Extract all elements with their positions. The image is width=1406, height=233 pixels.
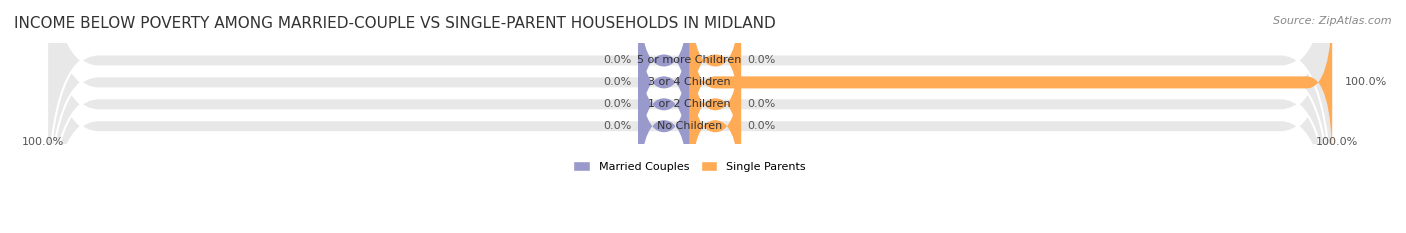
FancyBboxPatch shape (690, 23, 741, 186)
FancyBboxPatch shape (690, 0, 741, 142)
Text: 0.0%: 0.0% (748, 55, 776, 65)
Legend: Married Couples, Single Parents: Married Couples, Single Parents (569, 157, 810, 176)
Text: 0.0%: 0.0% (603, 77, 631, 87)
FancyBboxPatch shape (638, 45, 690, 208)
FancyBboxPatch shape (638, 1, 690, 164)
Text: Source: ZipAtlas.com: Source: ZipAtlas.com (1274, 16, 1392, 26)
Text: 100.0%: 100.0% (21, 137, 63, 147)
Text: 0.0%: 0.0% (748, 99, 776, 109)
Text: 1 or 2 Children: 1 or 2 Children (648, 99, 731, 109)
Text: 3 or 4 Children: 3 or 4 Children (648, 77, 731, 87)
FancyBboxPatch shape (48, 0, 1333, 233)
Text: 5 or more Children: 5 or more Children (637, 55, 742, 65)
FancyBboxPatch shape (48, 0, 1333, 233)
FancyBboxPatch shape (48, 0, 1333, 233)
Text: No Children: No Children (657, 121, 723, 131)
Text: 100.0%: 100.0% (1346, 77, 1388, 87)
FancyBboxPatch shape (690, 1, 1333, 164)
Text: INCOME BELOW POVERTY AMONG MARRIED-COUPLE VS SINGLE-PARENT HOUSEHOLDS IN MIDLAND: INCOME BELOW POVERTY AMONG MARRIED-COUPL… (14, 16, 776, 31)
Text: 100.0%: 100.0% (1316, 137, 1358, 147)
Text: 0.0%: 0.0% (603, 121, 631, 131)
FancyBboxPatch shape (690, 45, 741, 208)
Text: 0.0%: 0.0% (748, 121, 776, 131)
Text: 0.0%: 0.0% (603, 99, 631, 109)
Text: 0.0%: 0.0% (603, 55, 631, 65)
FancyBboxPatch shape (48, 0, 1333, 230)
FancyBboxPatch shape (638, 0, 690, 142)
FancyBboxPatch shape (638, 23, 690, 186)
